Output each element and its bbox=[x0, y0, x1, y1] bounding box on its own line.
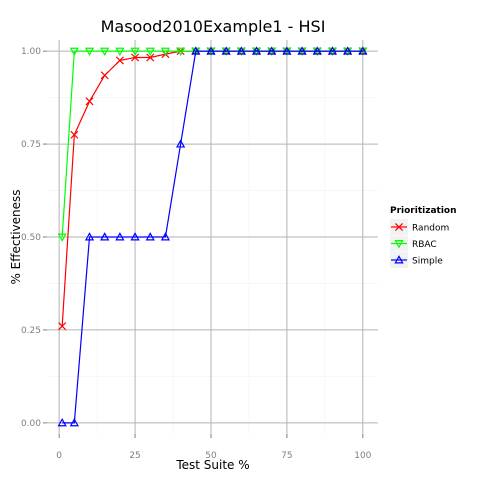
data-point-simple bbox=[251, 46, 262, 55]
y-tick-label: 0.75 bbox=[21, 140, 41, 150]
data-point-rbac bbox=[175, 47, 186, 56]
data-point-simple bbox=[221, 46, 231, 55]
data-point-simple bbox=[297, 46, 307, 55]
marker-stroke bbox=[146, 53, 155, 62]
data-point-rbac bbox=[145, 47, 155, 56]
x-axis-ticks: 0 25 50 75 100 bbox=[56, 434, 372, 461]
legend-key-marker-rbac bbox=[394, 240, 404, 249]
data-point-simple bbox=[343, 46, 353, 55]
legend-key-marker-simple bbox=[394, 255, 404, 264]
chart-title: Masood2010Example1 - HSI bbox=[101, 17, 326, 36]
x-tick-label: 75 bbox=[281, 451, 292, 461]
data-point-random bbox=[70, 130, 79, 139]
legend-item-random: Random bbox=[390, 219, 449, 235]
marker-stroke bbox=[131, 53, 140, 62]
x-tick-label: 50 bbox=[205, 451, 217, 461]
data-point-simple bbox=[282, 46, 292, 55]
y-tick-label: 0.25 bbox=[21, 326, 41, 336]
data-point-simple bbox=[358, 46, 368, 55]
x-tick-label: 0 bbox=[56, 451, 62, 461]
legend-item-rbac: RBAC bbox=[390, 235, 437, 252]
data-point-simple bbox=[69, 418, 79, 427]
data-point-random bbox=[131, 53, 140, 62]
marker-stroke bbox=[58, 322, 67, 331]
data-point-simple bbox=[160, 232, 171, 241]
y-tick-label: 0.00 bbox=[21, 419, 41, 429]
data-point-simple bbox=[191, 46, 201, 55]
data-point-simple bbox=[115, 232, 125, 241]
data-point-rbac bbox=[130, 47, 140, 56]
y-tick-label: 0.50 bbox=[21, 233, 41, 243]
data-point-rbac bbox=[100, 47, 110, 56]
data-point-simple bbox=[84, 232, 95, 241]
data-point-simple bbox=[267, 46, 277, 55]
data-point-rbac bbox=[69, 47, 79, 56]
legend-label-simple: Simple bbox=[412, 257, 443, 267]
data-point-random bbox=[146, 53, 155, 62]
data-point-simple bbox=[327, 46, 338, 55]
legend-item-simple: Simple bbox=[390, 252, 443, 268]
legend-label-rbac: RBAC bbox=[412, 240, 437, 250]
x-axis-title: Test Suite % bbox=[175, 458, 249, 472]
series-layer bbox=[57, 46, 368, 427]
data-point-rbac bbox=[57, 233, 67, 242]
series-line-random bbox=[61, 50, 363, 327]
plot-area bbox=[47, 40, 378, 434]
data-point-simple bbox=[236, 46, 246, 55]
data-point-simple bbox=[130, 232, 140, 241]
series-random bbox=[58, 47, 367, 331]
x-tick-label: 25 bbox=[129, 451, 140, 461]
data-point-rbac bbox=[84, 47, 95, 56]
x-tick-label: 100 bbox=[354, 451, 371, 461]
data-point-simple bbox=[206, 46, 216, 55]
data-point-random bbox=[100, 71, 109, 80]
data-point-simple bbox=[100, 232, 110, 241]
y-axis-title: % Effectiveness bbox=[9, 189, 23, 284]
marker-stroke bbox=[100, 71, 109, 80]
data-point-rbac bbox=[160, 47, 171, 56]
legend-title: Prioritization bbox=[390, 206, 457, 216]
legend: Prioritization Random RBAC Simple bbox=[390, 206, 457, 268]
marker-stroke bbox=[70, 130, 79, 139]
data-point-random bbox=[58, 322, 67, 331]
marker-stroke bbox=[115, 56, 124, 65]
series-simple bbox=[57, 46, 368, 427]
data-point-rbac bbox=[115, 47, 125, 56]
data-point-random bbox=[85, 97, 94, 106]
data-point-random bbox=[115, 56, 124, 65]
y-tick-label: 1.00 bbox=[21, 47, 41, 57]
series-line-simple bbox=[62, 50, 363, 424]
legend-label-random: Random bbox=[412, 224, 449, 234]
marker-stroke bbox=[85, 97, 94, 106]
data-point-simple bbox=[145, 232, 155, 241]
y-axis-ticks: 0.00 0.25 0.50 0.75 1.00 bbox=[21, 47, 47, 429]
legend-key-marker-random bbox=[394, 222, 404, 232]
data-point-simple bbox=[175, 139, 186, 148]
marker-stroke bbox=[394, 222, 404, 232]
data-point-simple bbox=[57, 418, 67, 427]
data-point-simple bbox=[312, 46, 322, 55]
